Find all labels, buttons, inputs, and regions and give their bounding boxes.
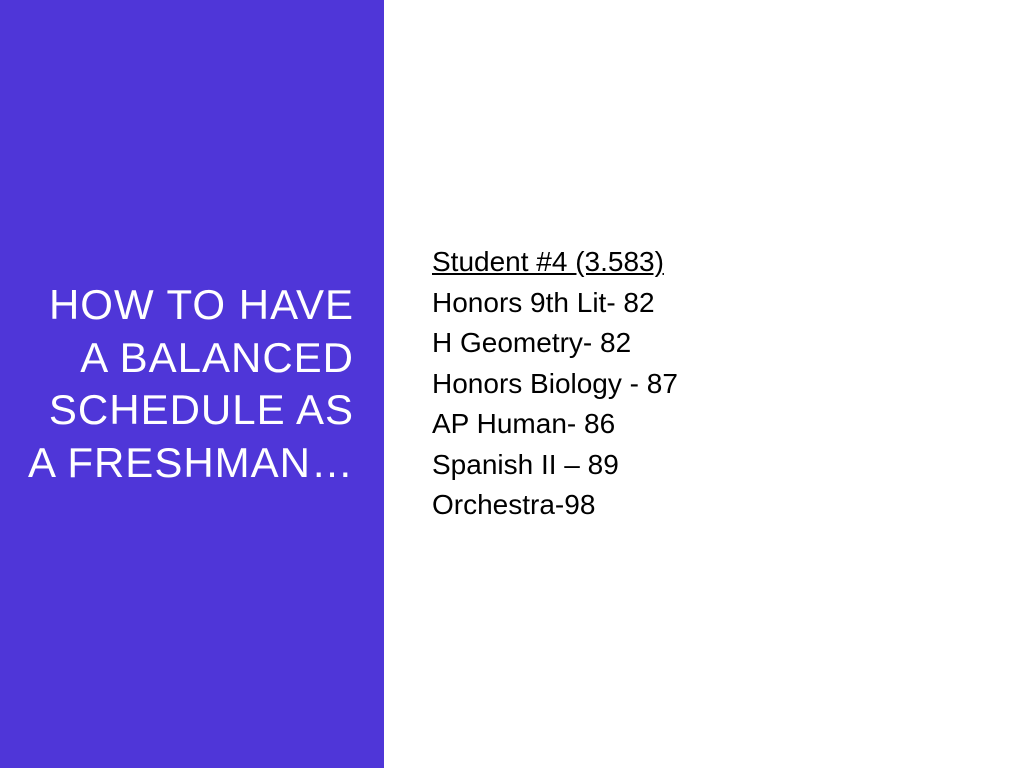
slide-content: Student #4 (3.583) Honors 9th Lit- 82 H … (432, 242, 678, 526)
course-line: Spanish II – 89 (432, 445, 678, 486)
course-line: H Geometry- 82 (432, 323, 678, 364)
slide-title: HOW TO HAVE A BALANCED SCHEDULE AS A FRE… (20, 279, 354, 489)
student-header: Student #4 (3.583) (432, 242, 678, 283)
right-panel: Student #4 (3.583) Honors 9th Lit- 82 H … (384, 0, 1024, 768)
course-line: Orchestra-98 (432, 485, 678, 526)
course-line: Honors Biology - 87 (432, 364, 678, 405)
course-line: AP Human- 86 (432, 404, 678, 445)
left-panel: HOW TO HAVE A BALANCED SCHEDULE AS A FRE… (0, 0, 384, 768)
course-line: Honors 9th Lit- 82 (432, 283, 678, 324)
